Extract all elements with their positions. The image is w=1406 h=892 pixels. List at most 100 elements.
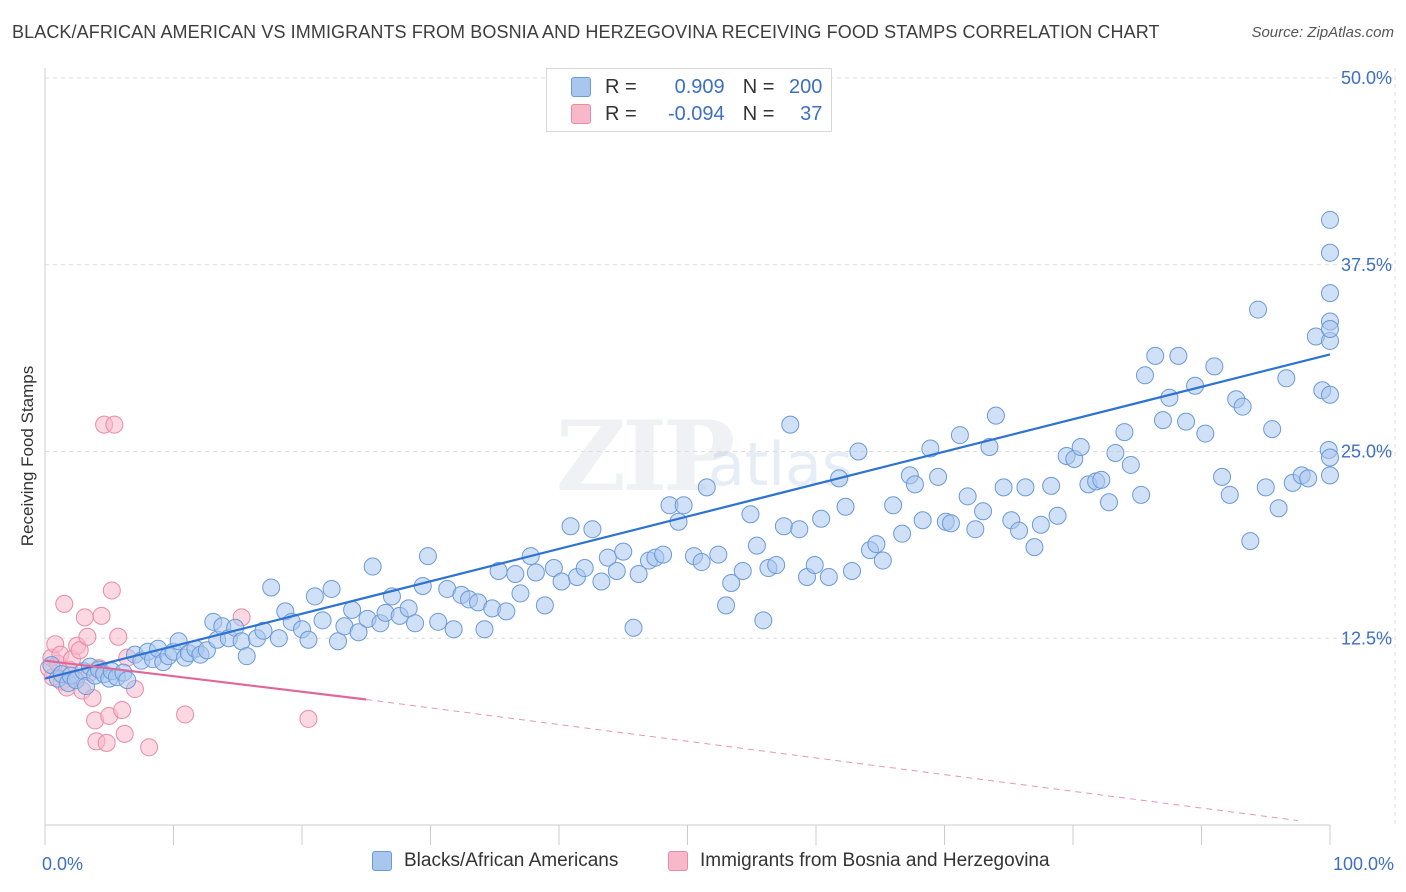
- legend-r-value: -0.094: [667, 102, 725, 125]
- data-point-blacks: [1146, 346, 1165, 365]
- data-point-blacks: [629, 565, 648, 584]
- data-point-blacks: [322, 579, 341, 598]
- trend-lines: [44, 353, 1331, 822]
- data-point-blacks: [118, 671, 137, 690]
- data-point-blacks: [1169, 346, 1188, 365]
- data-point-blacks: [747, 536, 766, 555]
- grid-layer: [45, 68, 1396, 825]
- data-point-blacks: [966, 520, 985, 539]
- data-point-blacks: [1092, 470, 1111, 489]
- bottom-legend-label-bosnia: Immigrants from Bosnia and Herzegovina: [700, 850, 1050, 871]
- data-point-blacks: [305, 587, 324, 606]
- data-point-blacks: [1321, 385, 1339, 404]
- data-point-blacks: [812, 509, 831, 528]
- data-point-blacks: [418, 547, 437, 566]
- data-point-blacks: [349, 623, 368, 642]
- data-point-blacks: [497, 602, 516, 621]
- data-point-blacks: [781, 415, 800, 434]
- data-point-blacks: [1010, 521, 1029, 540]
- data-point-blacks: [836, 497, 855, 516]
- watermark-logo-sub: atlas: [708, 430, 853, 500]
- data-point-blacks: [1186, 376, 1205, 395]
- data-point-blacks: [1321, 284, 1339, 303]
- bottom-legend-swatch-pink: [668, 851, 688, 871]
- data-point-blacks: [1321, 243, 1339, 262]
- data-point-blacks: [1269, 499, 1288, 518]
- axis-layer: [44, 68, 1331, 845]
- legend-row-blacks: R = 0.909 N = 200: [571, 74, 822, 100]
- trend-line-bosnia: [44, 659, 367, 701]
- data-point-blacks: [1025, 538, 1044, 557]
- data-point-blacks: [598, 548, 617, 567]
- data-point-blacks: [1071, 438, 1090, 457]
- data-point-blacks: [232, 632, 251, 651]
- data-point-blacks: [893, 524, 912, 543]
- data-point-blacks: [1249, 300, 1268, 319]
- data-point-blacks: [1031, 515, 1050, 534]
- data-point-blacks: [994, 478, 1013, 497]
- data-point-blacks: [1132, 485, 1151, 504]
- trend-line-blacks: [44, 353, 1331, 680]
- data-point-blacks: [873, 551, 892, 570]
- legend-row-bosnia: R = -0.094 N = 37: [571, 101, 822, 127]
- data-point-blacks: [544, 559, 563, 578]
- legend-n-label: N =: [742, 102, 775, 125]
- data-point-blacks: [328, 632, 347, 651]
- data-point-blacks: [1196, 424, 1215, 443]
- bottom-legend-blacks: Blacks/African Americans: [372, 850, 618, 872]
- data-point-blacks: [905, 475, 924, 494]
- data-point-bosnia: [140, 738, 159, 757]
- legend-n-label: N =: [742, 75, 775, 98]
- x-tick-label-max: 100.0%: [1333, 854, 1394, 874]
- data-point-blacks: [299, 630, 318, 649]
- data-point-blacks: [269, 629, 288, 648]
- data-point-blacks: [722, 573, 741, 592]
- data-point-blacks: [429, 612, 448, 631]
- data-point-blacks: [526, 563, 545, 582]
- data-point-blacks: [1099, 493, 1118, 512]
- data-point-blacks: [1177, 412, 1196, 431]
- data-point-blacks: [974, 502, 993, 521]
- data-point-blacks: [1256, 478, 1275, 497]
- data-point-blacks: [444, 620, 463, 639]
- data-point-blacks: [774, 517, 793, 536]
- legend-swatch-blue: [571, 77, 591, 97]
- data-point-blacks: [654, 545, 673, 564]
- data-point-blacks: [1160, 388, 1179, 407]
- data-point-bosnia: [102, 581, 121, 600]
- y-tick-label: 12.5%: [1341, 628, 1392, 648]
- data-point-blacks: [929, 467, 948, 486]
- data-point-blacks: [535, 596, 554, 615]
- data-point-bosnia: [97, 733, 116, 752]
- data-point-bosnia: [75, 608, 94, 627]
- data-point-blacks: [1042, 476, 1061, 495]
- data-point-blacks: [733, 562, 752, 581]
- bottom-legend-bosnia: Immigrants from Bosnia and Herzegovina: [668, 850, 1050, 872]
- data-point-blacks: [805, 556, 824, 575]
- data-point-blacks: [406, 614, 425, 633]
- series-blacks-points: [42, 210, 1339, 696]
- data-point-blacks: [867, 535, 886, 554]
- legend-n-value: 200: [789, 75, 823, 98]
- data-point-blacks: [697, 478, 716, 497]
- data-point-blacks: [1299, 469, 1318, 488]
- data-point-blacks: [511, 584, 530, 603]
- data-point-blacks: [343, 600, 362, 619]
- data-point-bosnia: [113, 700, 132, 719]
- data-point-blacks: [1048, 506, 1067, 525]
- y-axis-label: Receiving Food Stamps: [18, 365, 37, 547]
- data-point-blacks: [941, 514, 960, 533]
- data-point-bosnia: [299, 709, 318, 728]
- data-point-blacks: [921, 439, 940, 458]
- data-point-blacks: [958, 487, 977, 506]
- data-point-bosnia: [115, 724, 134, 743]
- y-tick-label: 37.5%: [1341, 255, 1392, 275]
- data-point-blacks: [669, 512, 688, 531]
- data-point-blacks: [475, 620, 494, 639]
- data-point-blacks: [561, 517, 580, 536]
- data-point-blacks: [884, 496, 903, 515]
- data-point-blacks: [986, 406, 1005, 425]
- data-point-blacks: [767, 556, 786, 575]
- data-point-blacks: [237, 647, 256, 666]
- data-point-blacks: [692, 553, 711, 572]
